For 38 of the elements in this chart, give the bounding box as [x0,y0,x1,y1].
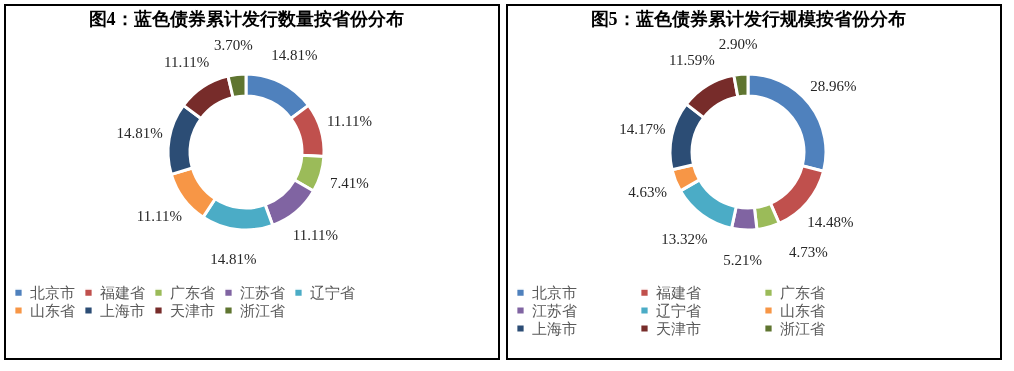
legend-label: 天津市 [656,320,701,337]
data-label: 3.70% [214,36,253,53]
legend-label: 江苏省 [240,284,285,301]
chart-title: 图4：蓝色债券累计发行数量按省份分布 [88,9,404,29]
data-label: 5.21% [723,251,763,268]
legend-label: 广东省 [780,284,825,301]
legend-label: 福建省 [100,284,145,301]
legend-label: 天津市 [170,302,215,319]
data-label: 11.11% [292,226,338,243]
data-label: 28.96% [810,77,857,94]
legend-label: 辽宁省 [310,284,355,301]
data-label: 11.11% [164,53,210,70]
data-label: 11.11% [136,208,182,225]
data-label: 2.90% [718,36,758,53]
data-label: 7.41% [330,174,369,191]
data-label: 14.81% [116,125,163,142]
data-label: 4.63% [628,183,667,200]
legend-label: 北京市 [532,284,577,301]
legend-label: 山东省 [780,302,825,319]
data-label: 14.81% [271,47,318,64]
data-label: 11.11% [326,113,373,130]
legend-label: 广东省 [170,284,215,301]
legend-label: 浙江省 [780,320,825,337]
legend-label: 上海市 [532,320,577,337]
data-label: 14.81% [210,251,257,268]
legend-label: 江苏省 [532,302,577,319]
data-label: 14.17% [619,120,666,137]
data-label: 13.32% [661,231,708,248]
legend-label: 辽宁省 [656,302,701,319]
legend-label: 福建省 [656,284,701,301]
legend-label: 山东省 [30,302,75,319]
data-label: 11.59% [669,51,715,68]
legend-label: 上海市 [100,302,145,319]
data-label: 4.73% [789,244,828,261]
legend-label: 浙江省 [240,302,285,319]
chart-title: 图5：蓝色债券累计发行规模按省份分布 [590,9,906,29]
legend-label: 北京市 [30,284,75,301]
data-label: 14.48% [807,213,854,230]
